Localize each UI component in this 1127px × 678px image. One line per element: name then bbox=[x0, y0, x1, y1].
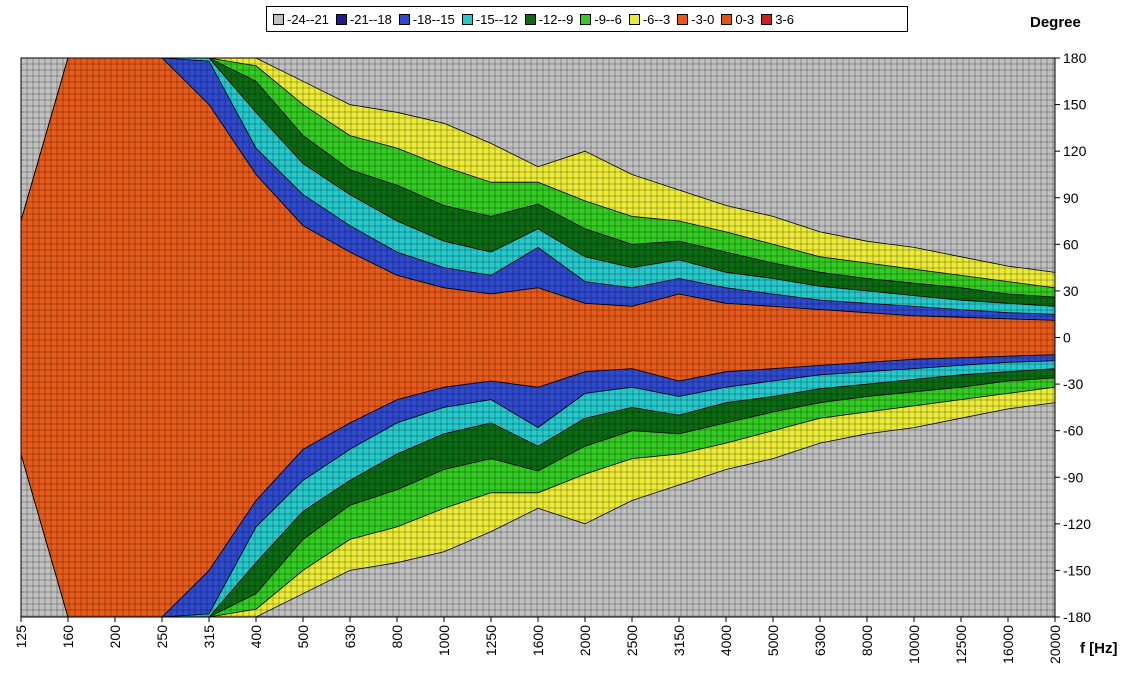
x-tick-label: 2500 bbox=[624, 625, 640, 656]
x-tick-label: 12500 bbox=[953, 625, 969, 664]
y-tick-label: 30 bbox=[1063, 283, 1079, 299]
legend-swatch bbox=[677, 13, 689, 25]
x-tick-label: 500 bbox=[295, 625, 311, 649]
contour-bands bbox=[20, 57, 1056, 618]
y-tick-label: 0 bbox=[1063, 330, 1071, 346]
x-tick-label: 200 bbox=[107, 625, 123, 649]
x-tick-label: 5000 bbox=[765, 625, 781, 656]
legend-swatch bbox=[628, 13, 640, 25]
x-axis-title: f [Hz] bbox=[1080, 640, 1118, 657]
x-tick-label: 1250 bbox=[483, 625, 499, 656]
legend-swatch bbox=[335, 13, 347, 25]
legend-label: 0-3 bbox=[735, 11, 755, 27]
y-tick-label: -180 bbox=[1063, 609, 1091, 625]
x-tick-label: 2000 bbox=[577, 625, 593, 656]
y-tick-label: 150 bbox=[1063, 97, 1087, 113]
x-tick-label: 125 bbox=[13, 625, 29, 649]
y-tick-label: -30 bbox=[1063, 376, 1083, 392]
legend-label: -24--21 bbox=[287, 11, 329, 27]
x-tick-label: 160 bbox=[60, 625, 76, 649]
legend-swatch bbox=[273, 13, 284, 25]
x-tick-label: 20000 bbox=[1047, 625, 1063, 664]
y-tick-labels: 180 150 120 90 60 30 0 -30 -60 -90 -120 -150 -180 bbox=[1055, 50, 1091, 625]
legend-item: -21--18 bbox=[335, 11, 392, 27]
x-tick-label: 4000 bbox=[718, 625, 734, 656]
x-tick-label: 800 bbox=[389, 625, 405, 649]
legend-label: 3-6 bbox=[775, 11, 794, 27]
y-tick-label: 120 bbox=[1063, 143, 1087, 159]
legend-label: -3-0 bbox=[691, 11, 715, 27]
chart-legend: -24--21 -21--18 -18--15 -15--12 -12--9 -9--6 -… bbox=[266, 6, 908, 32]
x-tick-label: 16000 bbox=[1000, 625, 1016, 664]
legend-item: -18--15 bbox=[398, 11, 455, 27]
legend-item: -3-0 bbox=[677, 12, 714, 27]
legend-item: 0-3 bbox=[721, 12, 754, 27]
legend-label: -15--12 bbox=[475, 11, 518, 27]
legend-label: -9--6 bbox=[594, 11, 622, 27]
legend-item: 3-6 bbox=[761, 12, 794, 27]
x-tick-label: 1600 bbox=[530, 625, 546, 656]
legend-item: -12--9 bbox=[524, 11, 574, 27]
x-tick-label: 1000 bbox=[436, 625, 452, 656]
legend-label: -12--9 bbox=[538, 11, 574, 27]
legend-label: -6--3 bbox=[642, 11, 671, 27]
legend-item: -24--21 bbox=[273, 12, 329, 27]
legend-item: -6--3 bbox=[628, 11, 671, 27]
y-tick-label: 90 bbox=[1063, 190, 1079, 206]
y-tick-label: -150 bbox=[1063, 562, 1091, 578]
x-tick-label: 8000 bbox=[859, 625, 875, 656]
y-tick-label: -90 bbox=[1063, 469, 1083, 485]
x-tick-label: 250 bbox=[154, 625, 170, 649]
legend-swatch bbox=[461, 13, 473, 25]
legend-swatch bbox=[398, 13, 410, 25]
legend-swatch bbox=[761, 13, 773, 25]
x-tick-label: 630 bbox=[342, 625, 358, 649]
x-tick-label: 400 bbox=[248, 625, 264, 649]
x-tick-label: 6300 bbox=[812, 625, 828, 656]
y-tick-label: 180 bbox=[1063, 50, 1087, 66]
legend-label: -21--18 bbox=[349, 11, 392, 27]
x-tick-label: 315 bbox=[201, 625, 217, 649]
legend-swatch bbox=[580, 13, 592, 25]
y-tick-label: 60 bbox=[1063, 236, 1079, 252]
x-tick-labels: 125 160 200 250 315 400 500 630 800 1000 1250 1600 2… bbox=[13, 617, 1063, 664]
legend-label: -18--15 bbox=[412, 11, 455, 27]
legend-swatch bbox=[524, 13, 536, 25]
legend-swatch bbox=[721, 13, 733, 25]
x-tick-label: 3150 bbox=[671, 625, 687, 656]
legend-item: -9--6 bbox=[580, 11, 622, 27]
x-tick-label: 10000 bbox=[906, 625, 922, 664]
y-axis-title: Degree bbox=[1030, 14, 1081, 31]
legend-item: -15--12 bbox=[461, 11, 518, 27]
y-tick-label: -120 bbox=[1063, 516, 1091, 532]
y-tick-label: -60 bbox=[1063, 423, 1083, 439]
